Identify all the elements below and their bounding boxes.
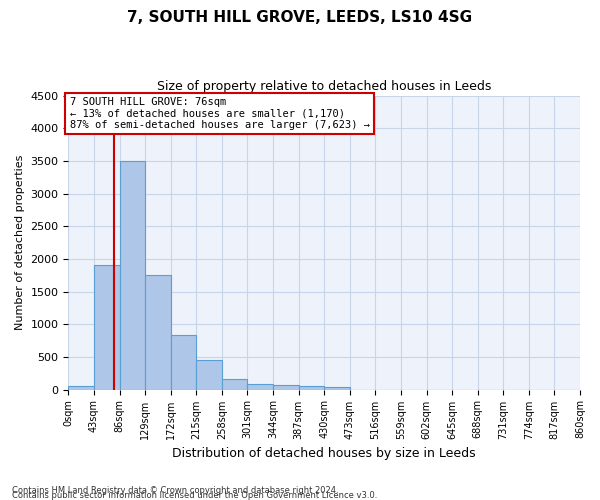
X-axis label: Distribution of detached houses by size in Leeds: Distribution of detached houses by size … xyxy=(172,447,476,460)
Bar xyxy=(196,360,222,390)
Text: 7, SOUTH HILL GROVE, LEEDS, LS10 4SG: 7, SOUTH HILL GROVE, LEEDS, LS10 4SG xyxy=(127,10,473,25)
Y-axis label: Number of detached properties: Number of detached properties xyxy=(15,155,25,330)
Bar xyxy=(119,161,145,390)
Bar xyxy=(222,379,247,390)
Bar xyxy=(247,384,273,390)
Bar xyxy=(324,388,350,390)
Bar xyxy=(68,386,94,390)
Bar xyxy=(273,385,299,390)
Bar xyxy=(171,334,196,390)
Bar xyxy=(299,386,324,390)
Bar xyxy=(145,274,171,390)
Text: Contains public sector information licensed under the Open Government Licence v3: Contains public sector information licen… xyxy=(12,491,377,500)
Bar xyxy=(94,266,119,390)
Text: Contains HM Land Registry data © Crown copyright and database right 2024.: Contains HM Land Registry data © Crown c… xyxy=(12,486,338,495)
Text: 7 SOUTH HILL GROVE: 76sqm
← 13% of detached houses are smaller (1,170)
87% of se: 7 SOUTH HILL GROVE: 76sqm ← 13% of detac… xyxy=(70,97,370,130)
Title: Size of property relative to detached houses in Leeds: Size of property relative to detached ho… xyxy=(157,80,491,93)
